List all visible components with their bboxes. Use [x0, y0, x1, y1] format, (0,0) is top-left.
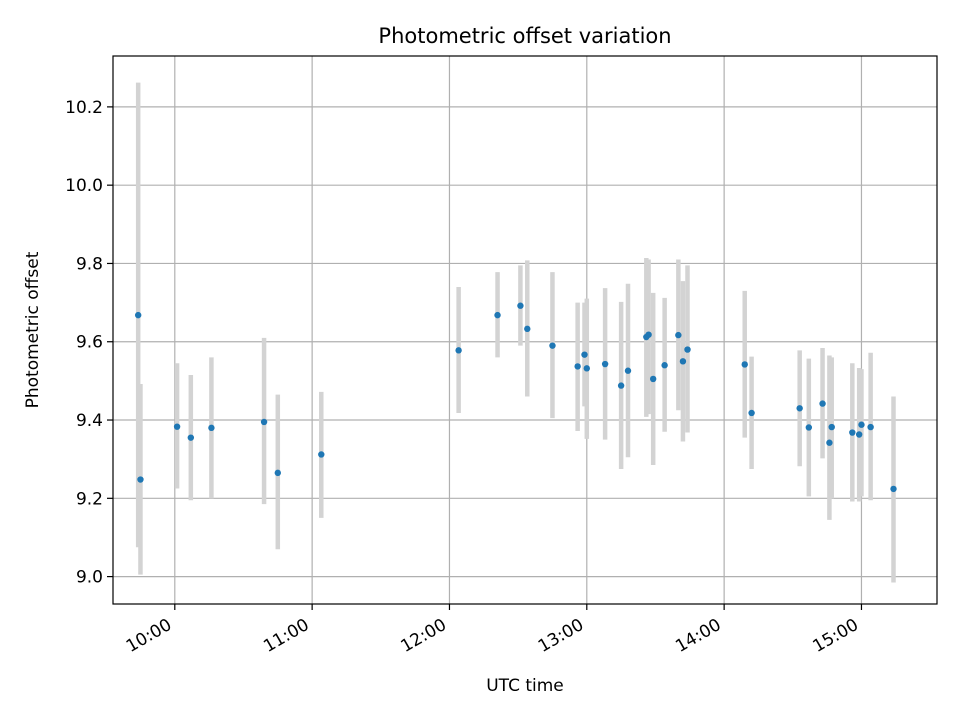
data-point — [187, 434, 195, 441]
data-points — [134, 302, 897, 493]
data-point — [675, 331, 682, 339]
data-point — [645, 331, 652, 338]
y-tick-label: 9.6 — [76, 333, 103, 353]
data-point — [828, 423, 835, 431]
y-tick-label: 9.8 — [76, 254, 103, 274]
data-point — [494, 311, 501, 319]
data-point — [805, 424, 813, 431]
y-tick-label: 10.0 — [65, 176, 103, 196]
data-point — [524, 325, 531, 333]
y-tick-label: 9.2 — [76, 489, 103, 509]
data-point — [858, 421, 865, 428]
data-point — [624, 367, 632, 374]
data-point — [583, 365, 590, 372]
data-point — [134, 311, 142, 319]
x-axis-title: UTC time — [486, 676, 564, 696]
plot-frame — [112, 55, 938, 605]
data-point — [617, 382, 625, 389]
data-point — [649, 375, 657, 383]
data-point — [890, 485, 897, 493]
y-axis-title: Photometric offset — [23, 251, 43, 408]
chart-title: Photometric offset variation — [378, 24, 671, 48]
data-point — [661, 362, 668, 369]
data-point — [318, 451, 325, 458]
data-point — [581, 351, 588, 358]
y-tick-label: 9.0 — [76, 568, 103, 588]
data-point — [679, 358, 687, 365]
data-point — [549, 342, 556, 349]
data-point — [867, 423, 874, 431]
data-point — [748, 409, 755, 417]
data-point — [849, 429, 856, 436]
data-point — [819, 400, 826, 407]
data-point — [741, 361, 748, 368]
data-point — [137, 476, 144, 483]
y-tick-label: 9.4 — [76, 411, 103, 431]
data-point — [517, 302, 524, 309]
data-point — [208, 424, 215, 432]
data-point — [574, 363, 581, 370]
data-point — [855, 431, 863, 438]
grid-lines — [113, 56, 937, 604]
data-point — [684, 346, 691, 353]
data-point — [260, 418, 268, 426]
y-tick-label: 10.2 — [65, 98, 103, 118]
data-point — [173, 423, 181, 430]
data-point — [455, 347, 462, 354]
data-point — [274, 469, 281, 477]
data-point — [826, 439, 833, 446]
data-point — [601, 360, 609, 368]
data-point — [796, 405, 803, 412]
